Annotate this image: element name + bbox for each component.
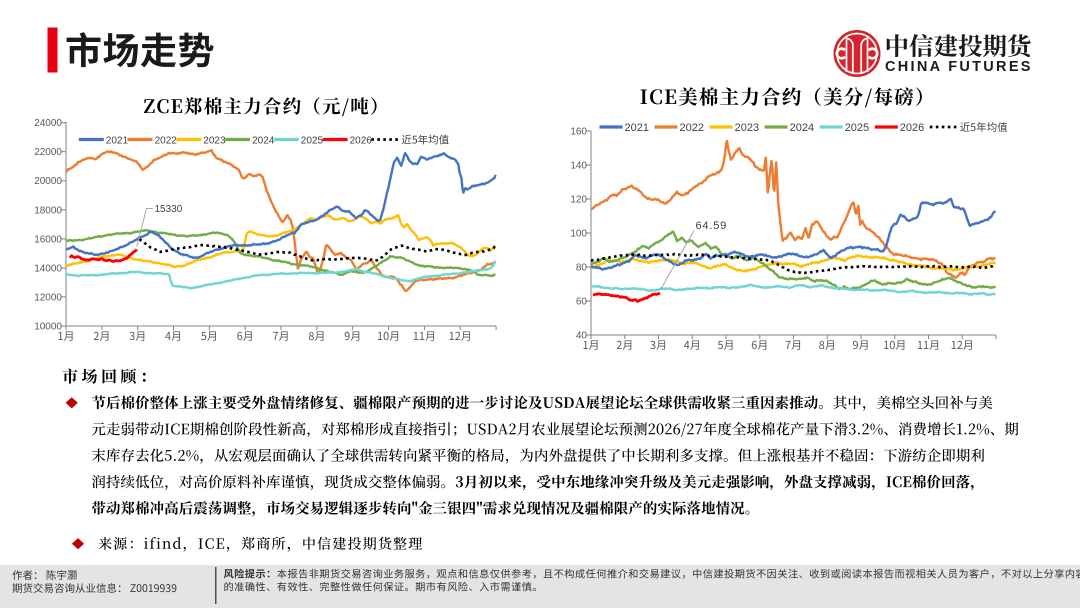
- svg-text:CHINA FUTURES: CHINA FUTURES: [885, 59, 1033, 75]
- svg-text:2022: 2022: [155, 136, 178, 147]
- svg-text:16000: 16000: [34, 234, 62, 245]
- svg-text:24000: 24000: [34, 118, 62, 129]
- svg-text:2023: 2023: [203, 136, 226, 147]
- svg-text:20000: 20000: [34, 176, 62, 187]
- svg-text:2025: 2025: [301, 136, 324, 147]
- svg-text:15330: 15330: [155, 204, 183, 215]
- svg-text:40: 40: [576, 331, 588, 342]
- svg-text:22000: 22000: [34, 147, 62, 158]
- svg-text:80: 80: [576, 263, 588, 274]
- svg-text:160: 160: [570, 127, 587, 138]
- svg-text:2024: 2024: [790, 122, 814, 134]
- svg-text:2026: 2026: [900, 122, 924, 134]
- svg-text:14000: 14000: [34, 263, 62, 274]
- svg-text:2022: 2022: [680, 122, 704, 134]
- svg-text:2025: 2025: [845, 122, 869, 134]
- svg-text:2023: 2023: [735, 122, 759, 134]
- svg-text:140: 140: [570, 161, 587, 172]
- svg-text:18000: 18000: [34, 205, 62, 216]
- svg-text:64.59: 64.59: [696, 220, 728, 232]
- svg-text:12000: 12000: [34, 292, 62, 303]
- svg-text:10000: 10000: [34, 322, 62, 333]
- svg-text:2021: 2021: [625, 122, 649, 134]
- svg-text:60: 60: [576, 297, 588, 308]
- svg-text:120: 120: [570, 195, 587, 206]
- svg-text:2021: 2021: [106, 136, 129, 147]
- svg-text:2024: 2024: [252, 136, 275, 147]
- svg-text:100: 100: [570, 229, 587, 240]
- svg-text:2026: 2026: [350, 136, 373, 147]
